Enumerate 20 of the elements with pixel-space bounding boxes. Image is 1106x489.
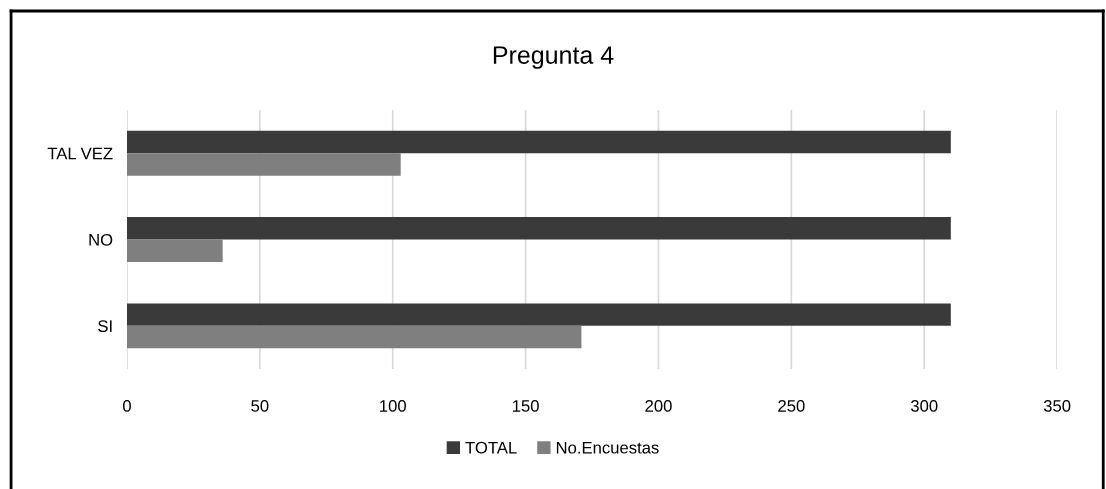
x-tick-label: 350 — [1043, 400, 1071, 412]
chart-title: Pregunta 4 — [493, 46, 614, 69]
bar — [126, 130, 951, 154]
y-tick-label: TAL VEZ — [47, 147, 113, 160]
x-tick-label: 150 — [512, 400, 539, 412]
legend-label: No.Encuestas — [556, 441, 659, 454]
x-tick-label: 300 — [910, 400, 938, 412]
y-tick-label: NO — [89, 233, 113, 246]
legend-label: TOTAL — [465, 441, 517, 454]
bar — [126, 303, 951, 326]
x-tick-label: 0 — [122, 400, 131, 412]
x-tick-label: 250 — [778, 400, 805, 412]
bar — [126, 217, 951, 240]
x-tick-label: 100 — [380, 400, 406, 412]
x-tick-label: 50 — [251, 400, 269, 412]
bar — [126, 325, 582, 349]
bar — [126, 153, 401, 176]
bar — [126, 239, 223, 262]
y-tick-label: SI — [98, 320, 112, 333]
x-tick-label: 200 — [645, 400, 672, 412]
